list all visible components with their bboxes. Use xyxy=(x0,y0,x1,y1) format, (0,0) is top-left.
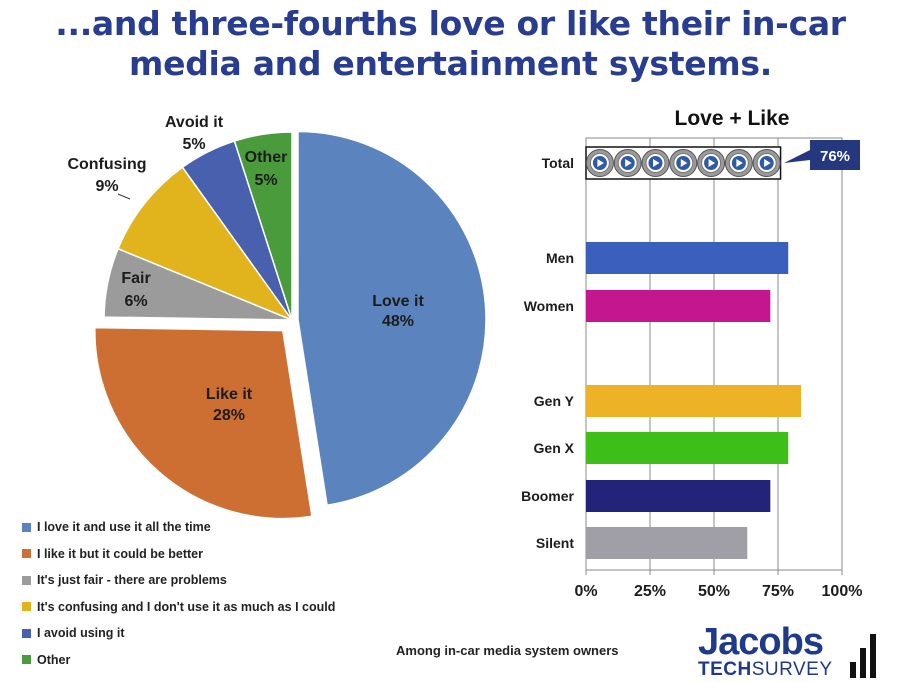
bar-chart: 0% 25% 50% 75% 100% Love + Like Total Men Women G… xyxy=(521,107,862,600)
pie-label: Like it xyxy=(206,386,253,403)
pie-slice-love-it xyxy=(297,130,487,507)
y-category-label: Gen Y xyxy=(534,393,575,409)
pie-label: Love it xyxy=(372,293,424,310)
y-category-label: Gen X xyxy=(534,440,575,456)
legend-swatch xyxy=(22,575,31,585)
x-tick-label: 75% xyxy=(762,583,794,600)
pie-label: Other xyxy=(245,149,288,166)
leader-line xyxy=(117,193,131,200)
legend-swatch xyxy=(22,549,31,559)
legend-item: It's just fair - there are problems xyxy=(22,567,335,594)
logo-bottom-thin: SURVEY xyxy=(751,659,833,680)
legend-item: Other xyxy=(22,647,335,674)
play-button-icon xyxy=(697,149,726,177)
play-button-icon xyxy=(724,149,753,177)
pie-value-label: 5% xyxy=(182,136,205,153)
pie-value-label: 6% xyxy=(124,293,147,310)
footnote: Among in-car media system owners xyxy=(396,643,619,658)
legend-label: It's confusing and I don't use it as muc… xyxy=(37,599,336,614)
play-button-icon xyxy=(641,149,670,177)
pie-label: Avoid it xyxy=(165,114,224,131)
legend-item: I like it but it could be better xyxy=(22,541,335,568)
legend-item: I love it and use it all the time xyxy=(22,514,335,541)
bar-gen-x xyxy=(586,432,789,464)
bar-men xyxy=(586,242,789,274)
pie-legend: I love it and use it all the time I like … xyxy=(22,514,335,673)
pie-value-label: 5% xyxy=(254,172,277,189)
x-tick-label: 25% xyxy=(634,583,666,600)
legend-swatch xyxy=(22,522,31,532)
pie-slice-other xyxy=(233,131,293,321)
jacobs-logo: Jacobs TECHSURVEY xyxy=(698,622,898,680)
pie-chart: Love it 48% Like it 28% Fair 6% Confusing 9% Avo… xyxy=(67,114,487,520)
play-button-icon xyxy=(752,149,781,177)
legend-item: It's confusing and I don't use it as muc… xyxy=(22,594,335,621)
pie-label: Fair xyxy=(121,270,150,287)
play-button-icon xyxy=(585,149,614,177)
pie-label: Confusing xyxy=(67,156,146,173)
total-callout: 76% xyxy=(784,140,860,170)
logo-top-text: Jacobs xyxy=(698,621,824,663)
pie-value-label: 48% xyxy=(382,313,414,330)
legend-swatch xyxy=(22,655,31,665)
x-tick-label: 50% xyxy=(698,583,730,600)
callout-value: 76% xyxy=(820,148,850,165)
x-tick-label: 0% xyxy=(574,583,597,600)
play-button-icon xyxy=(613,149,642,177)
legend-label: It's just fair - there are problems xyxy=(37,573,227,588)
logo-bars-icon xyxy=(850,634,876,678)
legend-label: Other xyxy=(37,652,71,667)
bar-boomer xyxy=(586,480,771,512)
pie-slice-like-it xyxy=(94,326,313,520)
y-category-label: Total xyxy=(542,155,574,171)
bar-chart-title: Love + Like xyxy=(675,107,790,130)
y-category-label: Women xyxy=(524,298,574,314)
y-category-label: Men xyxy=(546,250,574,266)
y-category-label: Boomer xyxy=(521,488,574,504)
legend-item: I avoid using it xyxy=(22,620,335,647)
legend-label: I love it and use it all the time xyxy=(37,520,211,535)
bar-gen-y xyxy=(586,385,802,417)
play-button-icon xyxy=(669,149,698,177)
pie-slice-confusing xyxy=(117,166,295,322)
page-title: ...and three-fourths love or like their … xyxy=(55,4,846,83)
x-tick-label: 100% xyxy=(822,583,863,600)
legend-label: I like it but it could be better xyxy=(37,546,203,561)
logo-bottom-bold: TECH xyxy=(698,659,752,680)
pie-value-label: 28% xyxy=(213,407,245,424)
bar-women xyxy=(586,290,771,322)
logo-bottom-text: TECHSURVEY xyxy=(698,660,833,680)
callout-box xyxy=(784,140,860,170)
pie-value-label: 9% xyxy=(95,178,118,195)
bar-silent xyxy=(586,527,748,559)
legend-label: I avoid using it xyxy=(37,626,125,641)
legend-swatch xyxy=(22,628,31,638)
y-category-label: Silent xyxy=(536,535,574,551)
legend-swatch xyxy=(22,602,31,612)
